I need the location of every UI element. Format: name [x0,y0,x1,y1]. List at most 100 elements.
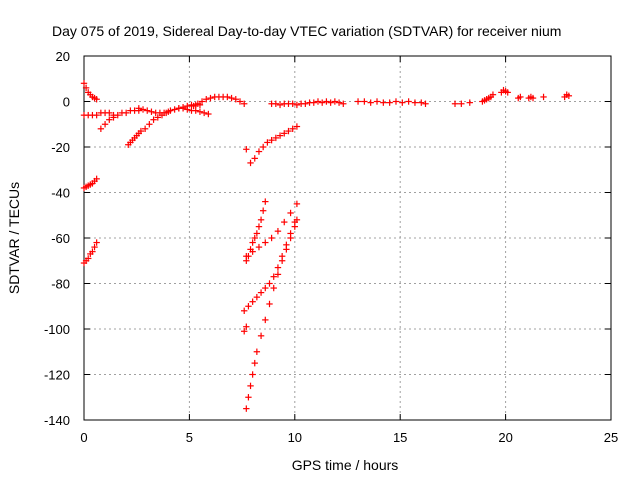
data-point [257,332,265,340]
data-point [139,106,147,113]
chart-title: Day 075 of 2019, Sidereal Day-to-day VTE… [52,23,561,39]
data-point [262,239,269,246]
data-point [251,359,258,367]
x-tick-label: 15 [393,430,407,445]
data-point [517,93,524,101]
data-point [411,99,419,106]
data-point [418,99,425,106]
data-point [293,200,301,208]
data-point [251,234,258,242]
data-point [540,93,547,101]
data-point [451,100,459,107]
data-point [198,98,206,105]
data-point [270,284,277,292]
data-point [422,100,429,107]
data-point [361,98,368,105]
y-axis-label: SDTVAR / TECUs [6,182,22,294]
data-point [255,223,263,230]
y-tick-label: -100 [44,322,70,337]
data-point [137,127,145,135]
data-point [293,123,301,130]
data-point [122,109,130,117]
data-point [302,100,309,107]
y-tick-label: -120 [44,368,70,383]
data-point [196,108,204,115]
data-point [529,94,537,102]
data-point [190,102,197,110]
data-point [331,98,339,105]
data-point [399,99,406,106]
data-point [293,101,301,109]
data-point [287,209,294,217]
data-point [257,289,265,296]
data-point [373,98,381,105]
data-point [192,107,199,114]
data-point [228,94,235,102]
data-point [249,248,256,255]
data-point [114,111,121,119]
data-point [232,96,239,103]
data-point [141,125,149,132]
x-tick-label: 0 [80,430,87,445]
data-point [82,84,90,92]
data-point [272,100,280,107]
axis-ticks [83,55,612,421]
data-point [249,298,256,305]
data-point [262,198,269,205]
data-point [247,159,254,167]
data-point [243,405,250,412]
data-point [327,99,334,106]
data-point [243,323,250,330]
x-axis-label: GPS time / hours [292,457,399,473]
y-tick-label: -60 [51,231,70,246]
x-tick-label: 25 [604,430,618,445]
data-point [319,99,326,106]
data-point [224,93,231,101]
data-point [85,255,92,262]
data-point [274,271,282,278]
data-point [106,109,113,117]
data-point [144,107,151,114]
data-point [266,300,273,308]
data-point [97,125,105,132]
data-point [255,243,263,251]
data-point [93,175,100,183]
data-point [241,328,248,335]
data-point [251,155,258,162]
data-point [135,105,143,112]
data-point [91,243,98,251]
data-point [243,253,250,260]
data-point [101,121,109,128]
grid-lines [84,56,611,420]
data-point [93,96,100,103]
data-point [194,100,202,107]
y-tick-label: 20 [56,49,70,64]
data-point [466,99,473,106]
data-point [274,227,282,235]
data-point [259,143,267,151]
data-point [367,99,374,106]
data-point [272,134,280,142]
data-point [405,98,412,105]
data-point [565,92,573,100]
data-point [310,99,317,106]
y-tick-labels: -140 -120 -100 -80 -60 -40 -20 0 20 [44,49,70,428]
data-point [270,273,277,280]
data-point [264,139,271,146]
data-point [171,106,178,113]
data-point [323,98,330,105]
data-point [283,246,290,253]
data-point [281,130,288,137]
data-point [245,303,252,310]
data-point [253,230,261,237]
data-point [255,148,263,155]
data-point [293,216,301,223]
data-point [340,100,347,107]
y-tick-label: -20 [51,140,70,155]
data-point [148,108,155,115]
data-point [106,116,113,123]
data-point [236,98,244,105]
data-point [179,105,187,112]
data-point [268,234,275,242]
data-point [289,100,296,107]
